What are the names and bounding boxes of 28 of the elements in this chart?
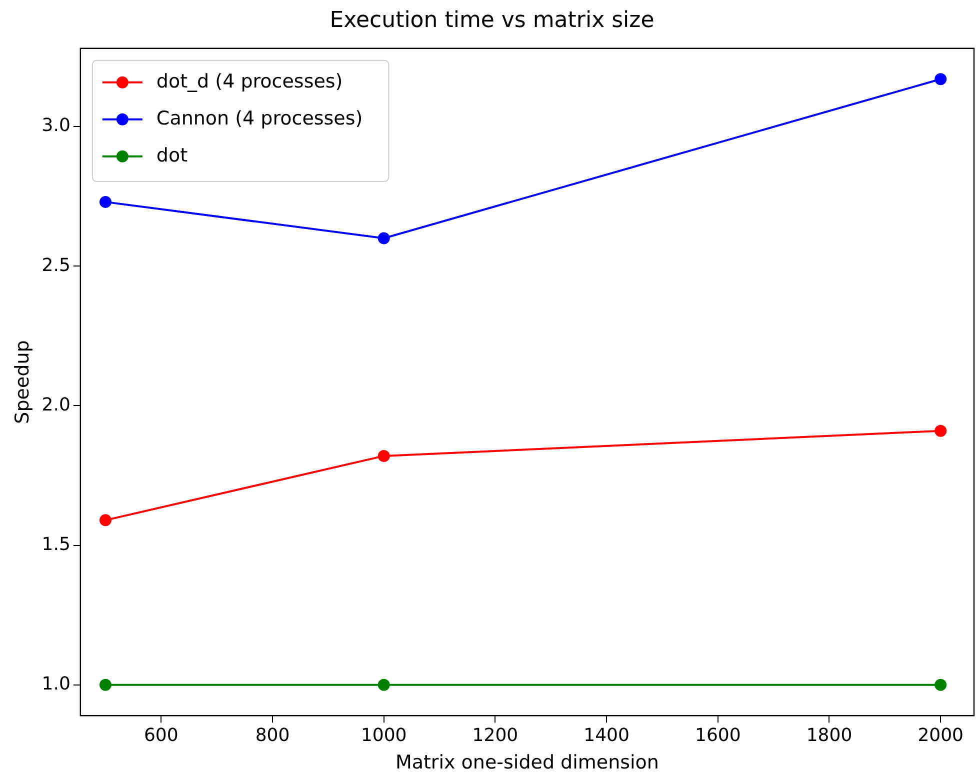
x-tick-label: 1600 bbox=[694, 725, 741, 746]
y-axis-title: Speedup bbox=[11, 340, 34, 424]
point bbox=[934, 73, 947, 86]
x-tick-label: 1400 bbox=[584, 725, 630, 746]
y-tick-label: 2.0 bbox=[42, 394, 70, 416]
y-tick-label: 2.5 bbox=[42, 254, 70, 276]
point bbox=[378, 678, 390, 691]
point bbox=[99, 678, 112, 691]
point bbox=[934, 678, 947, 691]
legend-label: dot bbox=[156, 144, 188, 166]
point bbox=[934, 424, 947, 437]
point bbox=[378, 232, 390, 244]
legend-label: dot_d (4 processes) bbox=[156, 70, 343, 92]
legend-label: Cannon (4 processes) bbox=[156, 107, 363, 130]
point bbox=[99, 514, 112, 526]
chart-title: Execution time vs matrix size bbox=[330, 8, 654, 33]
y-tick-label: 3.0 bbox=[42, 115, 70, 136]
x-tick-label: 600 bbox=[144, 725, 178, 746]
point bbox=[99, 196, 112, 208]
y-tick-label: 1.5 bbox=[42, 534, 70, 555]
point bbox=[378, 450, 390, 462]
x-tick-label: 1000 bbox=[360, 725, 407, 746]
x-tick-label: 2000 bbox=[918, 725, 964, 746]
x-tick-label: 800 bbox=[255, 725, 290, 746]
y-tick-label: 1.0 bbox=[42, 674, 70, 695]
x-axis-title: Matrix one-sided dimension bbox=[395, 752, 659, 774]
x-tick-label: 1200 bbox=[472, 725, 518, 746]
x-tick-label: 1800 bbox=[806, 725, 852, 746]
